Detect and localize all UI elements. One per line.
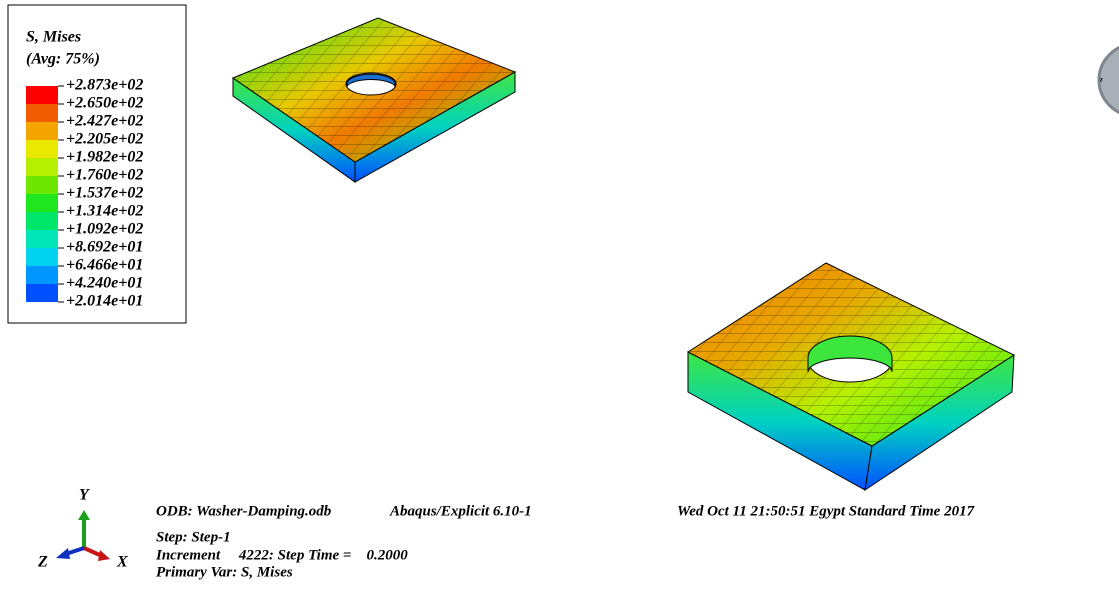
legend-label: +4.240e+01	[66, 275, 143, 292]
legend-label: +2.014e+01	[66, 293, 143, 310]
legend-swatch	[26, 194, 58, 212]
legend-label: +2.873e+02	[66, 77, 143, 94]
legend-title: S, Mises	[26, 29, 81, 46]
info-primary-var: Primary Var: S, Mises	[156, 564, 293, 580]
info-solver: Abaqus/Explicit 6.10-1	[389, 503, 532, 519]
legend-label: +1.314e+02	[66, 203, 143, 220]
info-date: Wed Oct 11 21:50:51 Egypt Standard Time …	[677, 503, 975, 519]
legend-label: +2.205e+02	[66, 131, 143, 148]
legend-swatch	[26, 140, 58, 158]
triad-z: Z	[37, 554, 48, 571]
info-step: Step: Step-1	[156, 529, 231, 545]
triad-y: Y	[79, 487, 90, 504]
legend-swatch	[26, 248, 58, 266]
legend-label: +2.650e+02	[66, 95, 143, 112]
legend-swatch	[26, 122, 58, 140]
legend-scale: +2.873e+02+2.650e+02+2.427e+02+2.205e+02…	[26, 77, 143, 310]
legend-swatch	[26, 266, 58, 284]
legend-label: +1.760e+02	[66, 167, 143, 184]
legend-label: +2.427e+02	[66, 113, 143, 130]
triad-x: X	[116, 554, 128, 571]
info-increment: Increment 4222: Step Time = 0.2000	[155, 547, 408, 563]
legend-label: +8.692e+01	[66, 239, 143, 256]
legend-swatch	[26, 230, 58, 248]
legend-label: +1.982e+02	[66, 149, 143, 166]
legend-subtitle: (Avg: 75%)	[26, 51, 100, 68]
info-odb: ODB: Washer-Damping.odb	[156, 503, 332, 519]
legend-swatch	[26, 212, 58, 230]
logo-axis-label: z	[1099, 76, 1103, 84]
legend-swatch	[26, 158, 58, 176]
legend-label: +1.092e+02	[66, 221, 143, 238]
logo: z	[1099, 44, 1119, 116]
legend-label: +1.537e+02	[66, 185, 143, 202]
legend-swatch	[26, 104, 58, 122]
legend-swatch	[26, 284, 58, 302]
legend-swatch	[26, 86, 58, 104]
legend-swatch	[26, 176, 58, 194]
plate-lower	[688, 263, 1014, 490]
plate-upper	[233, 18, 515, 182]
legend-label: +6.466e+01	[66, 257, 143, 274]
triad: Y X Z	[37, 487, 128, 571]
viewport: S, Mises (Avg: 75%) +2.873e+02+2.650e+02…	[0, 0, 1119, 590]
